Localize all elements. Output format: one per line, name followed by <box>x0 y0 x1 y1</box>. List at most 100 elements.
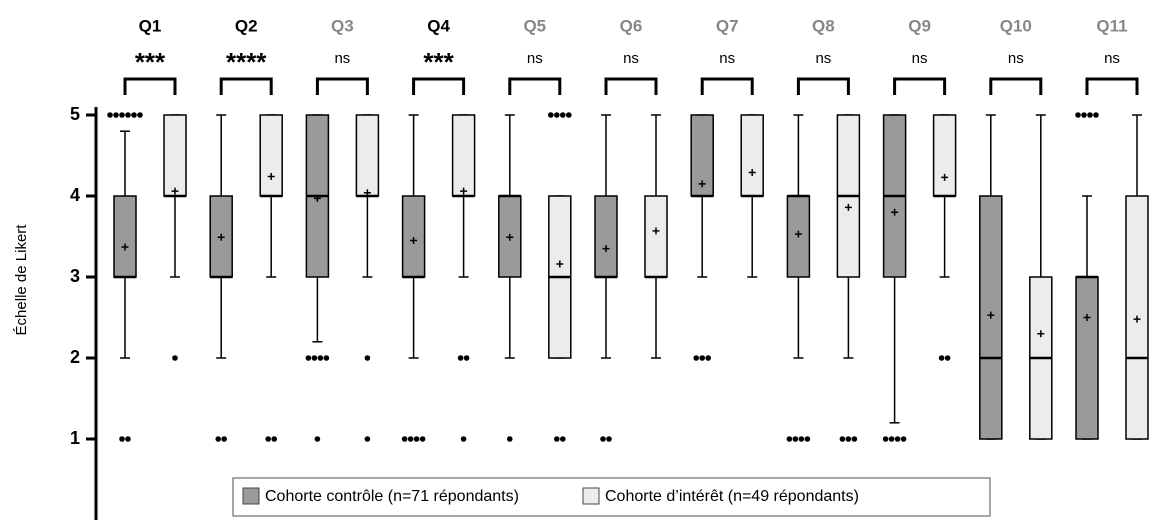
outlier <box>221 436 227 442</box>
outlier <box>364 355 371 361</box>
outlier <box>548 112 554 118</box>
mean-marker <box>313 194 321 202</box>
outlier <box>119 436 125 442</box>
outlier <box>560 112 566 118</box>
question-label: Q5 <box>523 16 546 35</box>
box <box>644 195 668 278</box>
mean-marker <box>844 203 852 211</box>
box <box>932 114 957 197</box>
outlier <box>125 436 131 442</box>
significance-label: ns <box>334 50 350 67</box>
box <box>163 114 187 197</box>
outlier <box>705 355 711 361</box>
y-axis-label: Échelle de Likert <box>13 224 30 336</box>
significance-label: **** <box>226 47 267 77</box>
question-label: Q6 <box>620 16 643 35</box>
outlier <box>1093 112 1099 118</box>
outlier <box>804 436 811 442</box>
outlier <box>125 112 131 118</box>
outlier <box>407 436 414 442</box>
outlier <box>900 436 907 442</box>
outlier <box>851 436 858 442</box>
outlier <box>113 112 119 118</box>
box <box>594 195 618 278</box>
y-tick-label: 5 <box>70 104 80 124</box>
outlier <box>693 355 699 361</box>
significance-bracket <box>219 77 273 95</box>
mean-marker <box>121 243 129 251</box>
significance-bracket <box>508 77 562 95</box>
box <box>451 114 476 197</box>
legend <box>232 477 991 517</box>
mean-marker <box>652 227 660 235</box>
outlier <box>119 112 125 118</box>
question-label: Q9 <box>908 16 931 35</box>
mean-marker <box>987 311 995 319</box>
legend-swatch <box>242 487 260 505</box>
mean-marker <box>410 237 418 245</box>
box <box>401 195 426 278</box>
y-tick-label: 3 <box>70 266 80 286</box>
outlier <box>172 355 178 361</box>
outlier <box>786 436 793 442</box>
outlier <box>600 436 606 442</box>
outlier <box>107 112 113 118</box>
outlier <box>798 436 805 442</box>
significance-bracket <box>412 77 466 95</box>
outlier <box>460 436 467 442</box>
outlier <box>507 436 513 442</box>
significance-label: *** <box>423 47 454 77</box>
outlier <box>1087 112 1093 118</box>
mean-marker <box>602 245 610 253</box>
mean-marker <box>363 189 371 197</box>
question-label: Q10 <box>1000 16 1032 35</box>
outlier <box>401 436 408 442</box>
significance-bracket <box>700 77 754 95</box>
outlier <box>554 112 560 118</box>
significance-bracket <box>796 77 850 95</box>
mean-marker <box>171 187 179 195</box>
outlier <box>566 112 572 118</box>
mean-marker <box>1037 330 1045 338</box>
outlier <box>463 355 470 361</box>
legend-label: Cohorte contrôle (n=71 répondants) <box>265 488 519 505</box>
box <box>740 114 764 197</box>
outlier <box>317 355 324 361</box>
outlier <box>215 436 221 442</box>
outlier <box>845 436 852 442</box>
significance-label: ns <box>1104 50 1120 67</box>
significance-bracket <box>315 77 369 95</box>
outlier <box>419 436 426 442</box>
mean-marker <box>941 173 949 181</box>
mean-marker <box>748 169 756 177</box>
mean-marker <box>794 230 802 238</box>
question-label: Q1 <box>139 16 162 35</box>
outlier <box>944 355 951 361</box>
significance-label: *** <box>135 47 166 77</box>
significance-bracket <box>989 77 1043 95</box>
legend-swatch <box>582 487 600 505</box>
outlier <box>323 355 330 361</box>
outlier <box>364 436 371 442</box>
significance-bracket <box>604 77 658 95</box>
significance-label: ns <box>719 50 735 67</box>
outlier <box>314 436 321 442</box>
significance-bracket <box>1085 77 1139 95</box>
mean-marker <box>1083 314 1091 321</box>
significance-label: ns <box>623 50 639 67</box>
mean-marker <box>1133 315 1141 323</box>
y-tick-label: 2 <box>70 347 80 367</box>
outlier <box>882 436 889 442</box>
outlier <box>457 355 464 361</box>
question-label: Q2 <box>235 16 258 35</box>
mean-marker <box>891 208 899 216</box>
mean-marker <box>506 233 514 241</box>
outlier <box>792 436 799 442</box>
box <box>259 114 283 197</box>
significance-label: ns <box>815 50 831 67</box>
outlier <box>1075 112 1081 118</box>
question-label: Q7 <box>716 16 739 35</box>
question-label: Q8 <box>812 16 835 35</box>
box <box>113 195 137 278</box>
